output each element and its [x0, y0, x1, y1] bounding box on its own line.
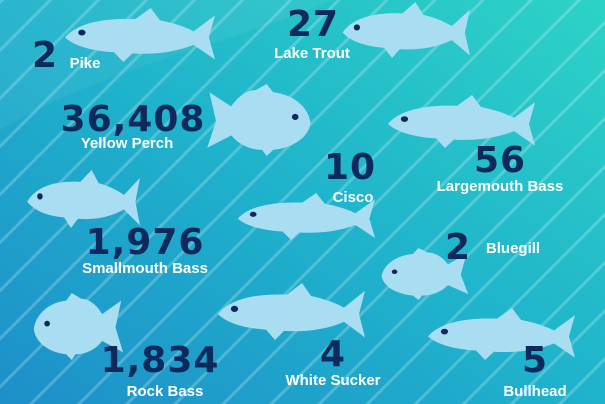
species: Cisco — [333, 189, 374, 206]
infographic: 2 Pike 27 Lake Trout 36,408 Yellow Perch… — [0, 0, 605, 404]
species: Smallmouth Bass — [82, 260, 208, 277]
species: White Sucker — [285, 372, 380, 389]
count: 2 — [32, 35, 58, 76]
count: 36,408 — [61, 99, 206, 140]
species: Lake Trout — [274, 45, 350, 62]
count: 10 — [324, 147, 376, 188]
species: Yellow Perch — [81, 135, 174, 152]
count: 1,834 — [101, 340, 220, 381]
species: Largemouth Bass — [437, 178, 564, 195]
count: 56 — [474, 140, 526, 181]
species: Rock Bass — [127, 383, 204, 400]
species: Bluegill — [486, 240, 540, 257]
count: 1,976 — [86, 222, 205, 263]
count: 5 — [522, 340, 548, 381]
count: 27 — [287, 4, 339, 45]
species: Bullhead — [503, 383, 566, 400]
count: 4 — [320, 334, 346, 375]
count: 2 — [445, 227, 471, 268]
species: Pike — [70, 55, 101, 72]
